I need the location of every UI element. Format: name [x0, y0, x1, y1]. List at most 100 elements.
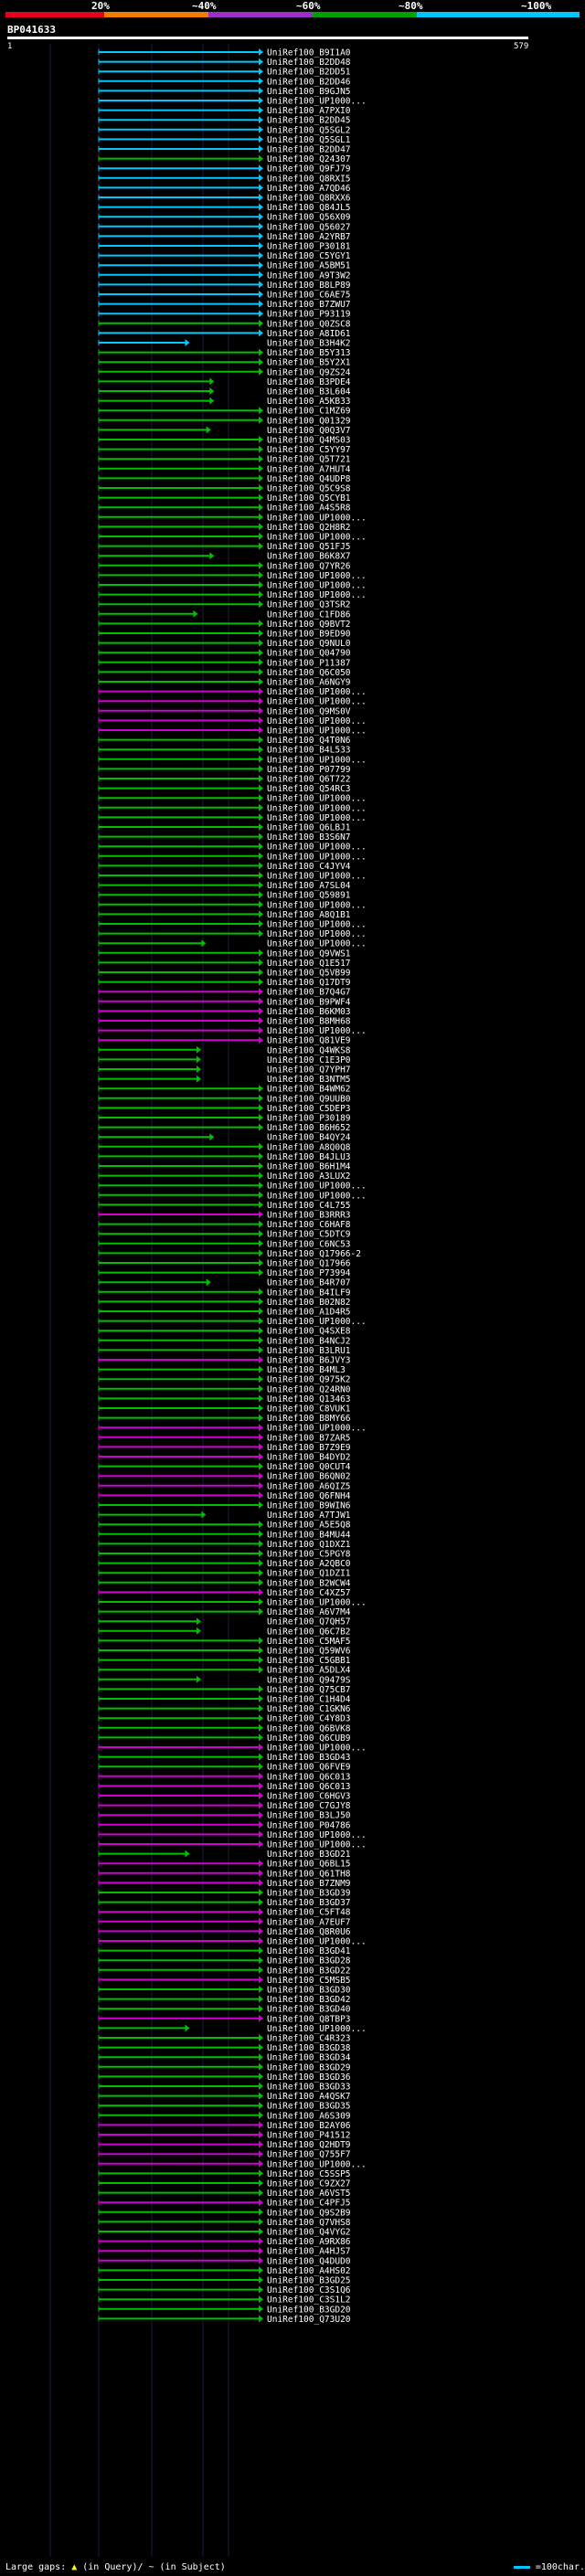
hit-row[interactable]: UniRef100_Q24RN0	[98, 1384, 351, 1394]
hit-label[interactable]: UniRef100_A8Q1B1	[267, 910, 351, 920]
hit-label[interactable]: UniRef100_B2DD45	[267, 116, 351, 126]
hit-label[interactable]: UniRef100_UP1000...	[267, 716, 367, 726]
hit-row[interactable]: UniRef100_Q2HDT9	[98, 2140, 351, 2150]
hit-row[interactable]: UniRef100_Q17DT9	[98, 978, 351, 988]
hit-label[interactable]: UniRef100_Q6LBJ1	[267, 823, 351, 833]
hit-label[interactable]: UniRef100_C5MAF5	[267, 1637, 351, 1647]
hit-row[interactable]: UniRef100_UP1000...	[98, 716, 367, 726]
hit-label[interactable]: UniRef100_Q1E517	[267, 959, 351, 969]
hit-label[interactable]: UniRef100_A6V7M4	[267, 1607, 351, 1617]
hit-row[interactable]: UniRef100_Q0ZSC8	[98, 319, 351, 329]
hit-row[interactable]: UniRef100_C4R323	[98, 2034, 351, 2044]
hit-label[interactable]: UniRef100_UP1000...	[267, 581, 367, 591]
hit-label[interactable]: UniRef100_B8LP89	[267, 281, 351, 291]
hit-label[interactable]: UniRef100_B3GD25	[267, 2276, 351, 2286]
hit-label[interactable]: UniRef100_B4JLU3	[267, 1152, 351, 1162]
hit-label[interactable]: UniRef100_UP1000...	[267, 843, 367, 853]
hit-row[interactable]: UniRef100_Q6FVE9	[98, 1763, 351, 1773]
hit-label[interactable]: UniRef100_B4MU44	[267, 1530, 351, 1540]
hit-label[interactable]: UniRef100_A1D4R5	[267, 1308, 351, 1318]
hit-label[interactable]: UniRef100_Q73U20	[267, 2315, 351, 2325]
hit-label[interactable]: UniRef100_P07799	[267, 765, 351, 775]
hit-row[interactable]: UniRef100_A7PXI0	[98, 106, 351, 116]
hit-row[interactable]: UniRef100_C4Y8D3	[98, 1714, 351, 1724]
hit-label[interactable]: UniRef100_B3RRR3	[267, 1211, 351, 1221]
hit-row[interactable]: UniRef100_B5Y313	[98, 348, 351, 358]
hit-label[interactable]: UniRef100_B2AY06	[267, 2121, 351, 2131]
hit-label[interactable]: UniRef100_Q7YR26	[267, 561, 351, 571]
hit-label[interactable]: UniRef100_C5DEP3	[267, 1104, 351, 1114]
hit-label[interactable]: UniRef100_B3PDE4	[267, 377, 351, 387]
hit-label[interactable]: UniRef100_B7Z9E9	[267, 1443, 351, 1453]
hit-label[interactable]: UniRef100_Q61TH8	[267, 1869, 351, 1879]
hit-row[interactable]: UniRef100_B4JLU3	[98, 1152, 351, 1162]
hit-row[interactable]: UniRef100_UP1000...	[98, 1840, 367, 1850]
hit-row[interactable]: UniRef100_A8Q1B1	[98, 910, 351, 920]
hit-row[interactable]: UniRef100_B3GD21	[98, 1850, 351, 1860]
hit-label[interactable]: UniRef100_UP1000...	[267, 1937, 367, 1947]
hit-label[interactable]: UniRef100_Q6C7B2	[267, 1627, 351, 1637]
hit-row[interactable]: UniRef100_A3LUX2	[98, 1171, 351, 1182]
hit-label[interactable]: UniRef100_B7ZWU7	[267, 300, 351, 310]
hit-row[interactable]: UniRef100_UP1000...	[98, 697, 367, 707]
hit-label[interactable]: UniRef100_Q9FJ79	[267, 164, 351, 175]
hit-row[interactable]: UniRef100_Q0CUT4	[98, 1462, 351, 1472]
hit-row[interactable]: UniRef100_Q75CB7	[98, 1685, 351, 1695]
hit-row[interactable]: UniRef100_C4PFJ5	[98, 2199, 351, 2209]
hit-label[interactable]: UniRef100_Q0Q3V7	[267, 426, 351, 436]
hit-row[interactable]: UniRef100_UP1000...	[98, 813, 367, 823]
hit-label[interactable]: UniRef100_Q7YPH7	[267, 1065, 351, 1076]
hit-row[interactable]: UniRef100_Q1DXZ1	[98, 1540, 351, 1550]
hit-row[interactable]: UniRef100_B3PDE4	[98, 377, 351, 387]
hit-row[interactable]: UniRef100_UP1000...	[98, 872, 367, 882]
hit-label[interactable]: UniRef100_C1GKN6	[267, 1704, 351, 1714]
hit-row[interactable]: UniRef100_B3GD39	[98, 1889, 351, 1899]
hit-label[interactable]: UniRef100_B8MH68	[267, 1017, 351, 1027]
hit-row[interactable]: UniRef100_Q51FJ5	[98, 542, 351, 552]
hit-label[interactable]: UniRef100_B3GD35	[267, 2102, 351, 2112]
hit-label[interactable]: UniRef100_Q59WV6	[267, 1647, 351, 1657]
hit-label[interactable]: UniRef100_A7HUT4	[267, 464, 351, 474]
hit-row[interactable]: UniRef100_B2DD45	[98, 116, 351, 126]
hit-row[interactable]: UniRef100_Q54RC3	[98, 784, 351, 794]
hit-label[interactable]: UniRef100_UP1000...	[267, 1026, 367, 1036]
hit-row[interactable]: UniRef100_B3GD29	[98, 2062, 351, 2072]
hit-label[interactable]: UniRef100_UP1000...	[267, 571, 367, 581]
hit-label[interactable]: UniRef100_A7TJW1	[267, 1511, 351, 1521]
hit-row[interactable]: UniRef100_B4NCJ2	[98, 1336, 351, 1346]
hit-row[interactable]: UniRef100_A6QIZ5	[98, 1481, 351, 1491]
hit-label[interactable]: UniRef100_A6VST5	[267, 2189, 351, 2199]
hit-label[interactable]: UniRef100_B2DD47	[267, 145, 351, 155]
hit-row[interactable]: UniRef100_A9RX86	[98, 2237, 351, 2247]
hit-label[interactable]: UniRef100_Q17966-2	[267, 1249, 361, 1259]
hit-label[interactable]: UniRef100_UP1000...	[267, 2159, 367, 2169]
hit-row[interactable]: UniRef100_UP1000...	[98, 1182, 367, 1192]
hit-row[interactable]: UniRef100_C5DEP3	[98, 1104, 351, 1114]
hit-label[interactable]: UniRef100_Q54RC3	[267, 784, 351, 794]
hit-label[interactable]: UniRef100_B5Y2X1	[267, 358, 351, 368]
hit-label[interactable]: UniRef100_UP1000...	[267, 1840, 367, 1850]
hit-label[interactable]: UniRef100_C3S1Q6	[267, 2285, 351, 2295]
hit-row[interactable]: UniRef100_A6S309	[98, 2111, 351, 2121]
hit-row[interactable]: UniRef100_C1GKN6	[98, 1704, 351, 1714]
hit-label[interactable]: UniRef100_Q2H8R2	[267, 523, 351, 533]
hit-label[interactable]: UniRef100_Q755F7	[267, 2150, 351, 2160]
hit-row[interactable]: UniRef100_Q04790	[98, 649, 351, 659]
hit-row[interactable]: UniRef100_Q6C013	[98, 1772, 351, 1782]
hit-row[interactable]: UniRef100_A1D4R5	[98, 1308, 351, 1318]
hit-row[interactable]: UniRef100_B3GD22	[98, 1966, 351, 1976]
hit-label[interactable]: UniRef100_Q8RXI5	[267, 174, 351, 184]
hit-label[interactable]: UniRef100_B4QY24	[267, 1133, 351, 1143]
hit-label[interactable]: UniRef100_B3GD22	[267, 1966, 351, 1976]
hit-row[interactable]: UniRef100_B2WCW4	[98, 1578, 351, 1588]
hit-row[interactable]: UniRef100_P11387	[98, 658, 351, 668]
hit-row[interactable]: UniRef100_P07799	[98, 765, 351, 775]
hit-label[interactable]: UniRef100_A5BM51	[267, 261, 351, 271]
hit-label[interactable]: UniRef100_Q0CUT4	[267, 1462, 351, 1472]
hit-row[interactable]: UniRef100_C6NC53	[98, 1239, 351, 1249]
hit-row[interactable]: UniRef100_B8MY66	[98, 1414, 351, 1424]
hit-label[interactable]: UniRef100_Q5CYB1	[267, 493, 351, 504]
hit-label[interactable]: UniRef100_Q8R0U6	[267, 1927, 351, 1937]
hit-row[interactable]: UniRef100_Q8R0U6	[98, 1927, 351, 1937]
hit-row[interactable]: UniRef100_Q84JL5	[98, 203, 351, 213]
